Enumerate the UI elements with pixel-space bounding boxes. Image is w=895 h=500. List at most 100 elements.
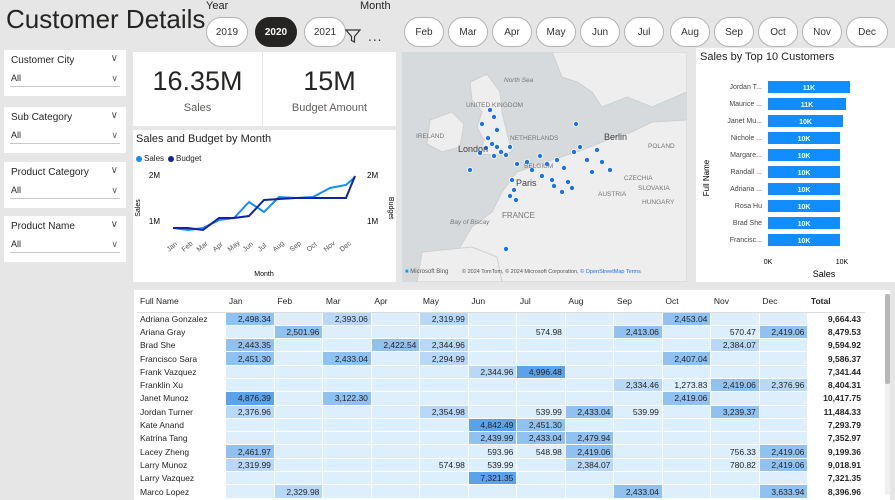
page-title: Customer Details — [6, 4, 205, 35]
map-label-poland: POLAND — [648, 143, 675, 150]
table-row[interactable]: Larry Vazquez 7,321.35 7,321.35 — [137, 472, 865, 485]
map-label-hungary: HUNGARY — [642, 199, 675, 206]
month-oct-pill[interactable]: Oct — [758, 17, 798, 47]
table-row[interactable]: Brad She 2,443.35 2,422.54 2,344.96 2,384.07… — [137, 339, 865, 352]
matrix-value-cell — [323, 472, 372, 485]
year-2020-pill[interactable]: 2020 — [255, 17, 297, 47]
matrix-header-month[interactable]: Sep — [614, 291, 663, 312]
matrix-value-cell — [226, 432, 275, 445]
chevron-down-icon[interactable]: ∨ — [111, 165, 118, 176]
table-row[interactable]: Marco Lopez 2,329.98 2,433.04 3,633.94 8,396… — [137, 485, 865, 498]
map-point — [511, 187, 516, 192]
matrix-header-total[interactable]: Total — [808, 291, 865, 312]
table-row[interactable]: Adriana Gonzalez 2,498.34 2,393.06 2,319.99… — [137, 312, 865, 325]
matrix-value-cell: 2,376.96 — [759, 378, 808, 391]
chevron-down-icon[interactable]: ∨ — [111, 219, 118, 230]
month-apr-pill[interactable]: Apr — [492, 17, 532, 47]
table-row[interactable]: Lacey Zheng 2,461.97 593.96 548.98 2,419.06 7… — [137, 445, 865, 458]
matrix-value-cell: 2,319.99 — [226, 458, 275, 471]
matrix-visual: Full Name Jan Feb Mar Apr May Jun Jul Aug Sep Oct N… — [134, 290, 890, 500]
month-may-pill[interactable]: May — [536, 17, 576, 47]
table-row[interactable]: Ariana Gray 2,501.96 574.98 2,413.06 570.47 2… — [137, 325, 865, 338]
matrix-header-month[interactable]: Apr — [371, 291, 420, 312]
matrix-header-month[interactable]: Jan — [226, 291, 275, 312]
matrix-header-month[interactable]: Jul — [517, 291, 566, 312]
year-2019-pill[interactable]: 2019 — [206, 17, 248, 47]
matrix-scrollbar[interactable] — [885, 294, 890, 494]
map-label-london: London — [458, 144, 488, 154]
sub-category-dropdown[interactable]: All ∨ — [10, 127, 120, 144]
table-row[interactable]: Katrina Tang 2,439.99 2,433.04 2,479.94 7,35… — [137, 432, 865, 445]
more-options-icon[interactable]: ... — [368, 30, 382, 44]
matrix-header-month[interactable]: Aug — [565, 291, 614, 312]
month-jul-pill[interactable]: Jul — [624, 17, 664, 47]
month-jun-pill[interactable]: Jun — [580, 17, 620, 47]
bar-chart-visual: Sales by Top 10 Customers Full Name Jord… — [696, 48, 895, 282]
product-category-dropdown[interactable]: All ∨ — [10, 182, 120, 199]
x-tick-nov: Nov — [323, 240, 337, 254]
month-feb-pill[interactable]: Feb — [404, 17, 444, 47]
matrix-total-cell: 8,404.31 — [808, 378, 865, 391]
month-dec-pill[interactable]: Dec — [846, 17, 888, 47]
matrix-value-cell — [274, 418, 323, 431]
matrix-total-cell: 11,484.33 — [808, 405, 865, 418]
matrix-value-cell: 2,433.04 — [517, 432, 566, 445]
table-row[interactable]: Janet Munoz 4,876.39 3,122.30 2,419.06 10,41… — [137, 392, 865, 405]
matrix-value-cell — [323, 365, 372, 378]
matrix-value-cell — [371, 458, 420, 471]
matrix-value-cell: 756.33 — [711, 445, 760, 458]
month-mar-pill[interactable]: Mar — [448, 17, 488, 47]
matrix-value-cell: 2,433.04 — [614, 485, 663, 498]
table-row[interactable]: Franklin Xu 2,334.46 1,273.83 2,419.06 2,376… — [137, 378, 865, 391]
matrix-value-cell: 2,344.96 — [468, 365, 517, 378]
matrix-value-cell — [371, 352, 420, 365]
chevron-down-icon[interactable]: ∨ — [111, 53, 118, 64]
slicer-sub-category: Sub Category ∨ All ∨ — [4, 107, 126, 153]
matrix-header-month[interactable]: Mar — [323, 291, 372, 312]
line-chart-visual: Sales and Budget by Month Sales Budget S… — [133, 130, 396, 282]
map-visual[interactable]: North Sea UNITED KINGDOM IRELAND London … — [402, 52, 687, 282]
matrix-value-cell — [323, 458, 372, 471]
table-row[interactable]: Kate Anand 4,842.49 2,451.30 7,293.79 — [137, 418, 865, 431]
x-tick-jun: Jun — [242, 241, 255, 254]
customer-city-dropdown[interactable]: All ∨ — [10, 70, 120, 87]
matrix-value-cell — [371, 485, 420, 498]
matrix-value-cell — [614, 312, 663, 325]
matrix-header-month[interactable]: Oct — [662, 291, 711, 312]
map-point — [514, 161, 519, 166]
month-aug-pill[interactable]: Aug — [670, 17, 710, 47]
slicer-sub-category-label: Sub Category — [11, 112, 72, 123]
matrix-header-month[interactable]: Jun — [468, 291, 517, 312]
filter-icon[interactable] — [345, 28, 361, 44]
budget-line — [173, 176, 355, 230]
chevron-down-icon[interactable]: ∨ — [111, 110, 118, 121]
osm-link[interactable]: © OpenStreetMap — [580, 269, 624, 275]
matrix-value-cell — [226, 485, 275, 498]
matrix-header-name[interactable]: Full Name — [137, 291, 226, 312]
matrix-value-cell: 2,443.35 — [226, 339, 275, 352]
map-point — [594, 147, 599, 152]
map-attribution-text: © 2024 TomTom, © 2024 Microsoft Corporat… — [462, 269, 580, 275]
matrix-value-cell — [517, 352, 566, 365]
map-point — [507, 193, 512, 198]
table-row[interactable]: Francisco Sara 2,451.30 2,433.04 2,294.99 2,… — [137, 352, 865, 365]
matrix-value-cell — [420, 432, 469, 445]
x-axis-label: Month — [254, 271, 274, 278]
matrix-scrollbar-thumb[interactable] — [885, 294, 890, 384]
matrix-value-cell: 2,422.54 — [371, 339, 420, 352]
product-name-dropdown[interactable]: All ∨ — [10, 236, 120, 253]
matrix-header-month[interactable]: Nov — [711, 291, 760, 312]
table-row[interactable]: Jordan Turner 2,376.96 2,354.98 539.99 2,433… — [137, 405, 865, 418]
matrix-header-month[interactable]: May — [420, 291, 469, 312]
terms-link[interactable]: Terms — [626, 269, 641, 275]
month-sep-pill[interactable]: Sep — [714, 17, 754, 47]
year-2021-pill[interactable]: 2021 — [304, 17, 346, 47]
bar-category-label: Janet Mu... — [727, 118, 762, 125]
table-row[interactable]: Frank Vazquez 2,344.96 4,996.48 7,341.44 — [137, 365, 865, 378]
map-point — [479, 121, 484, 126]
month-nov-pill[interactable]: Nov — [802, 17, 842, 47]
matrix-header-month[interactable]: Feb — [274, 291, 323, 312]
table-row[interactable]: Larry Munoz 2,319.99 574.98 539.99 2,384.07 7… — [137, 458, 865, 471]
matrix-header-month[interactable]: Dec — [759, 291, 808, 312]
map-point — [489, 141, 494, 146]
